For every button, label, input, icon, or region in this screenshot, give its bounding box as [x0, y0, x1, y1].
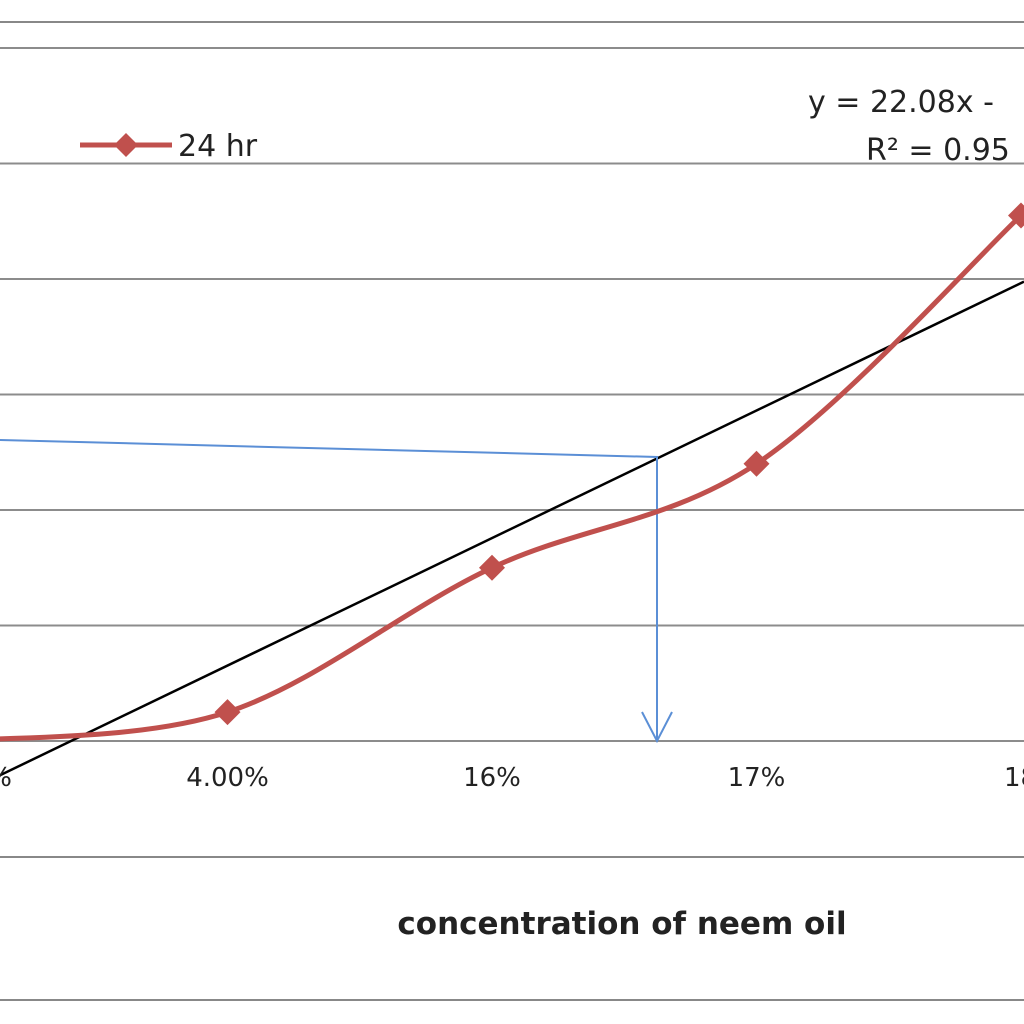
lc50-guide	[0, 439, 658, 741]
legend-marker	[114, 133, 138, 157]
marker	[1008, 202, 1024, 229]
trendline	[0, 280, 1024, 777]
legend-label: 24 hr	[178, 129, 258, 164]
series-line	[0, 213, 1023, 742]
x-tick-label: %	[0, 763, 12, 793]
x-tick-label: 17%	[728, 763, 786, 793]
x-labels: % 4.00% 16% 17% 18	[0, 763, 1024, 793]
legend: 24 hr	[80, 129, 258, 164]
x-tick-label: 4.00%	[186, 763, 269, 793]
trend-equation: y = 22.08x -	[808, 85, 994, 120]
marker	[214, 699, 241, 726]
trend-r2: R² = 0.95	[866, 133, 1010, 168]
marker	[479, 554, 505, 581]
grid	[0, 47, 1024, 742]
trendline-group	[0, 280, 1024, 777]
x-tick-label: 18	[1004, 763, 1024, 793]
lc50-arrow	[641, 711, 673, 744]
x-tick-label: 16%	[463, 763, 521, 793]
x-axis-title: concentration of neem oil	[397, 906, 846, 942]
marker	[743, 450, 770, 477]
series-group	[0, 202, 1024, 742]
